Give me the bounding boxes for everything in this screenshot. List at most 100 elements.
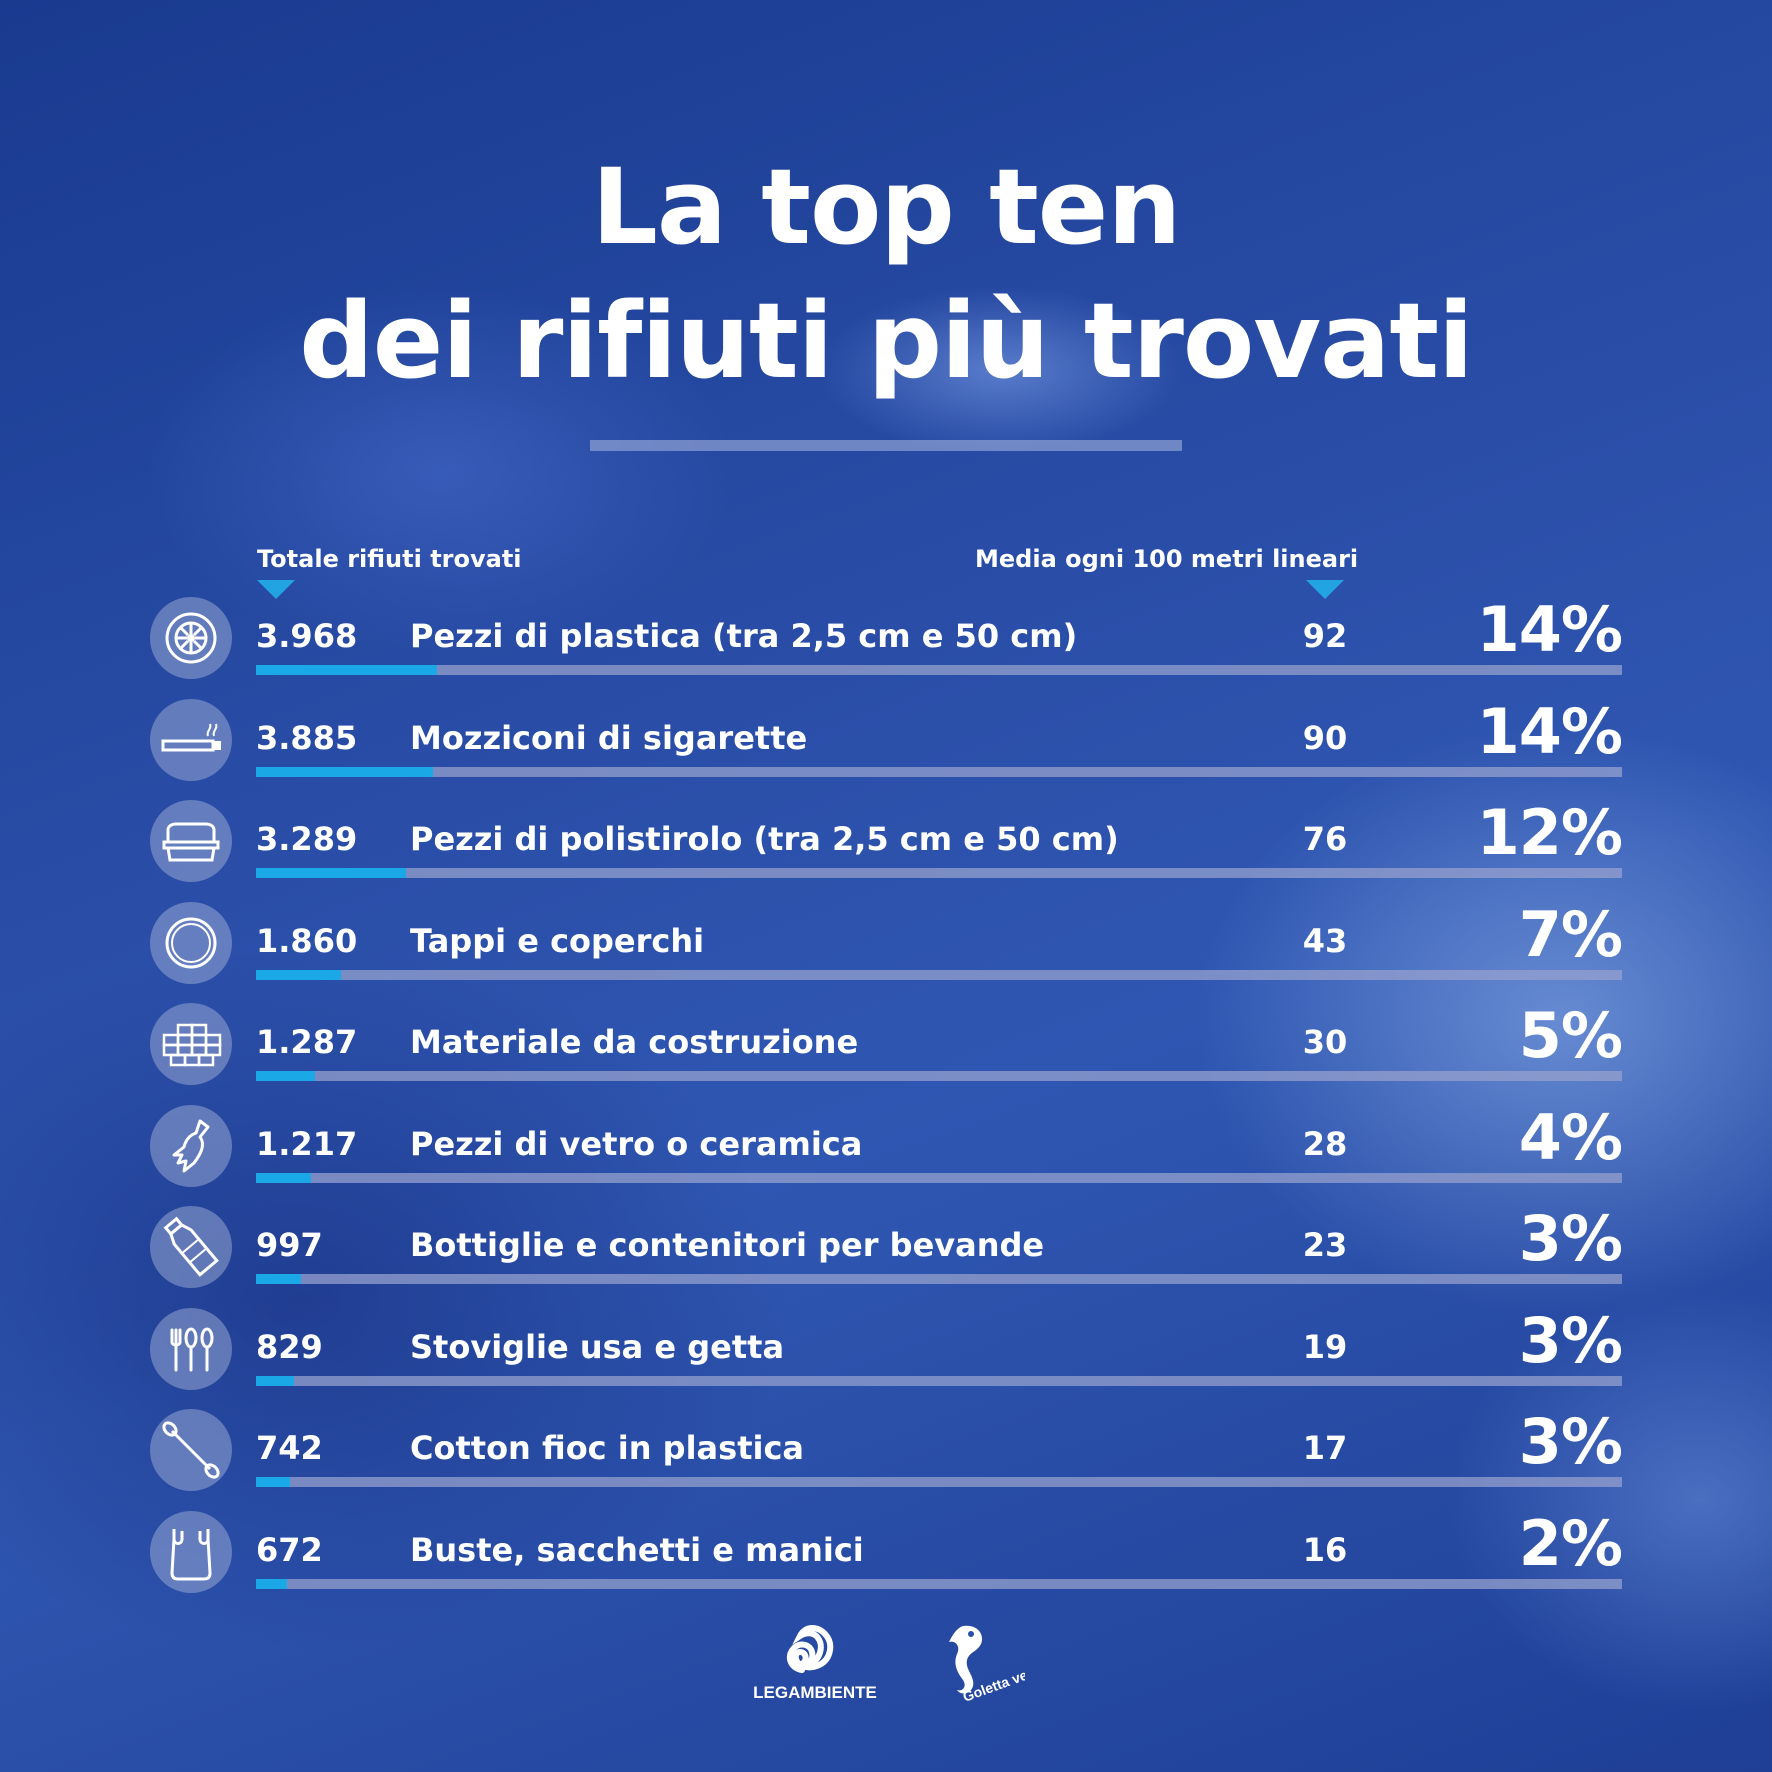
waste-category-label: Buste, sacchetti e manici (410, 1530, 864, 1569)
total-count: 1.860 (256, 921, 358, 960)
percentage-value: 2% (1518, 1506, 1623, 1580)
average-per-100m: 28 (1302, 1124, 1348, 1163)
chart-row: 3.289 Pezzi di polistirolo (tra 2,5 cm e … (0, 796, 1772, 901)
total-count: 829 (256, 1327, 323, 1366)
total-count: 672 (256, 1530, 323, 1569)
bar-track (256, 1071, 1622, 1081)
average-per-100m: 76 (1302, 820, 1348, 858)
plastic-bag-icon (170, 1528, 212, 1580)
cutlery-icon-badge (150, 1307, 232, 1390)
percentage-value: 3% (1518, 1202, 1623, 1275)
legambiente-text: LEGAMBIENTE (753, 1683, 877, 1702)
header-average: Media ogni 100 metri lineari (975, 545, 1359, 573)
bar-fill (256, 766, 433, 777)
average-per-100m: 16 (1302, 1530, 1348, 1569)
goletta-verde-logo: Goletta verde Legambiente (915, 1620, 1135, 1719)
title-line-2: dei rifiuti più trovati (299, 280, 1473, 402)
bricks-icon-badge (150, 1003, 232, 1085)
bar-fill (256, 1172, 312, 1183)
average-per-100m: 19 (1302, 1327, 1348, 1366)
bar-track (256, 1172, 1622, 1183)
total-count: 3.968 (256, 617, 358, 655)
broken-bottle-icon-badge (150, 1104, 232, 1187)
percentage-value: 7% (1518, 897, 1623, 971)
page-title: La top ten dei rifiuti più trovati (0, 140, 1772, 408)
cotton-swab-icon (162, 1421, 220, 1479)
waste-category-label: Pezzi di plastica (tra 2,5 cm e 50 cm) (410, 617, 1078, 655)
average-per-100m: 43 (1302, 921, 1348, 960)
cotton-swab-icon-badge (150, 1409, 232, 1491)
bar-fill (256, 1071, 315, 1081)
bar-fill (256, 868, 406, 878)
legambiente-logo: LEGAMBIENTE (750, 1620, 880, 1703)
bar-track (256, 1578, 1622, 1589)
total-count: 3.289 (256, 820, 358, 858)
average-per-100m: 90 (1302, 718, 1348, 757)
waste-category-label: Stoviglie usa e getta (410, 1327, 785, 1366)
broken-bottle-icon (172, 1119, 210, 1172)
total-count: 742 (256, 1429, 323, 1467)
waste-category-label: Pezzi di vetro o ceramica (410, 1124, 863, 1163)
bar-fill (256, 1477, 290, 1487)
percentage-value: 4% (1518, 1100, 1623, 1174)
waste-category-label: Cotton fioc in plastica (410, 1429, 805, 1467)
chart-row: 672 Buste, sacchetti e manici 16 2% (0, 1507, 1772, 1612)
bar-track (256, 969, 1622, 980)
chart-row: 1.287 Materiale da costruzione 30 5% (0, 999, 1772, 1104)
average-per-100m: 17 (1302, 1429, 1348, 1467)
waste-category-label: Bottiglie e contenitori per bevande (410, 1226, 1045, 1264)
chart-row: 1.860 Tappi e coperchi 43 7% (0, 898, 1772, 1003)
cigarette-icon-badge (150, 698, 232, 781)
bar-fill (256, 1375, 294, 1386)
bar-track (256, 868, 1622, 878)
bottle-cap-icon (165, 917, 217, 968)
bar-fill (256, 1274, 302, 1284)
bottle-cap-icon-badge (150, 901, 232, 984)
waste-category-label: Tappi e coperchi (410, 921, 705, 960)
seahorse-icon: Goletta verde Legambiente (949, 1625, 1135, 1705)
total-count: 1.287 (256, 1023, 358, 1061)
tire-icon-badge (150, 597, 232, 679)
chart-row: 1.217 Pezzi di vetro o ceramica 28 4% (0, 1101, 1772, 1206)
chart-row: 829 Stoviglie usa e getta 19 3% (0, 1304, 1772, 1409)
waste-category-label: Materiale da costruzione (410, 1023, 859, 1061)
plastic-bottle-icon (163, 1216, 219, 1277)
header-total: Totale rifiuti trovati (257, 545, 522, 573)
percentage-value: 3% (1518, 1303, 1623, 1377)
cigarette-icon (161, 723, 221, 751)
chart-row: 742 Cotton fioc in plastica 17 3% (0, 1405, 1772, 1510)
average-per-100m: 92 (1302, 617, 1348, 655)
bar-track (256, 1477, 1622, 1487)
plastic-bottle-icon-badge (150, 1206, 232, 1288)
swan-icon (786, 1624, 834, 1673)
percentage-value: 12% (1476, 796, 1623, 869)
title-divider (590, 440, 1182, 451)
bar-track (256, 1274, 1622, 1284)
bar-track (256, 665, 1622, 675)
bricks-icon (162, 1023, 222, 1067)
total-count: 1.217 (256, 1124, 358, 1163)
title-line-1: La top ten (591, 146, 1182, 268)
bar-track (256, 766, 1622, 777)
chart-row: 3.968 Pezzi di plastica (tra 2,5 cm e 50 … (0, 593, 1772, 698)
percentage-value: 14% (1476, 694, 1623, 768)
header-average-arrow-icon (1306, 580, 1344, 599)
polystyrene-box-icon (162, 822, 220, 862)
plastic-bag-icon-badge (150, 1510, 232, 1593)
total-count: 997 (256, 1226, 323, 1264)
waste-category-label: Pezzi di polistirolo (tra 2,5 cm e 50 cm… (410, 820, 1119, 858)
average-per-100m: 23 (1302, 1226, 1348, 1264)
bar-fill (256, 1578, 287, 1589)
total-count: 3.885 (256, 718, 358, 757)
percentage-value: 3% (1518, 1405, 1623, 1478)
bar-track (256, 1375, 1622, 1386)
percentage-value: 5% (1518, 999, 1623, 1072)
cutlery-icon (170, 1327, 214, 1371)
header-total-arrow-icon (257, 580, 295, 599)
chart-row: 3.885 Mozziconi di sigarette 90 14% (0, 695, 1772, 800)
percentage-value: 14% (1476, 593, 1623, 666)
polystyrene-box-icon-badge (150, 800, 232, 882)
bar-fill (256, 665, 437, 675)
chart-row: 997 Bottiglie e contenitori per bevande 23… (0, 1202, 1772, 1307)
